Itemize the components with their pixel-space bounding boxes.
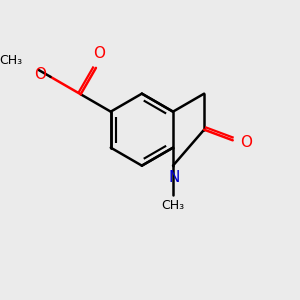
Text: CH₃: CH₃ <box>161 199 184 212</box>
Text: O: O <box>240 135 252 150</box>
Text: CH₃: CH₃ <box>0 54 23 67</box>
Text: N: N <box>169 170 180 185</box>
Text: O: O <box>34 67 46 82</box>
Text: O: O <box>93 46 105 61</box>
